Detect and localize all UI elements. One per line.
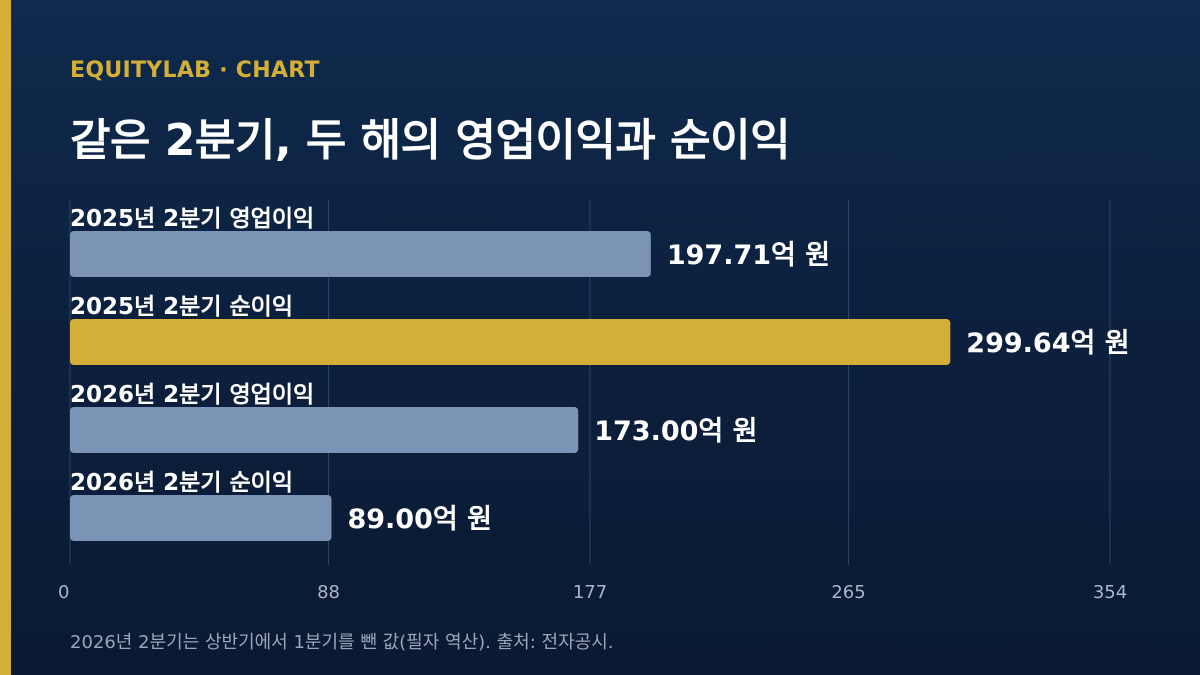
x-tick-label: 88	[317, 582, 340, 603]
bar	[70, 495, 332, 541]
bar	[70, 231, 651, 277]
bar-value-label: 173.00억 원	[594, 416, 757, 447]
bar	[70, 319, 951, 365]
bar	[70, 407, 579, 453]
chart-kicker: EQUITYLAB · CHART	[70, 58, 320, 83]
chart-svg: 2025년 2분기 영업이익 197.71억 원 2025년 2분기 순이익 299.…	[58, 200, 1130, 603]
bar-value-label: 299.64억 원	[966, 328, 1129, 359]
bar-category-label: 2026년 2분기 영업이익	[70, 382, 314, 408]
accent-bar	[0, 0, 11, 675]
footnote: 2026년 2분기는 상반기에서 1분기를 뺀 값(필자 역산). 출처: 전자…	[70, 632, 614, 653]
bar-category-label: 2025년 2분기 영업이익	[70, 206, 314, 232]
bar-value-label: 197.71억 원	[667, 240, 830, 271]
bar-category-label: 2026년 2분기 순이익	[70, 470, 293, 496]
x-tick-label: 0	[58, 582, 69, 603]
bar-value-label: 89.00억 원	[347, 504, 491, 535]
bar-category-label: 2025년 2분기 순이익	[70, 294, 293, 320]
bar-chart: 2025년 2분기 영업이익 197.71억 원 2025년 2분기 순이익 299.…	[58, 200, 1130, 603]
chart-title: 같은 2분기, 두 해의 영업이익과 순이익	[70, 115, 791, 166]
x-tick-label: 265	[831, 582, 865, 603]
x-tick-label: 177	[573, 582, 607, 603]
x-tick-label: 354	[1093, 582, 1127, 603]
